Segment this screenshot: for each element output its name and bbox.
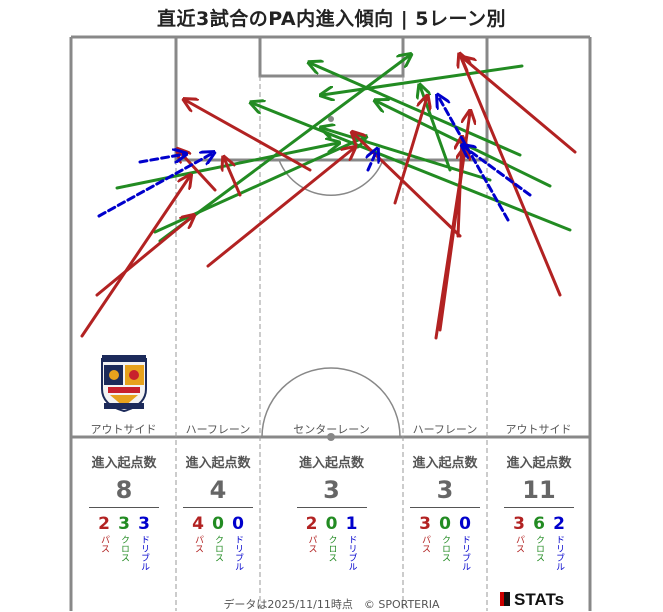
lane-stats-outside-right: 進入起点数 11 3 パス 6 クロス 2 ドリブル [491, 452, 587, 571]
stat-divider [296, 507, 367, 508]
stat-header: 進入起点数 [412, 456, 478, 471]
pass-label: パス [99, 535, 109, 553]
stat-total: 11 [522, 476, 556, 504]
stats-logo-icon [500, 592, 510, 606]
dribble-count: 0 [232, 514, 244, 534]
center-circle [261, 367, 401, 438]
cross-count: 0 [212, 514, 224, 534]
pass-count: 3 [513, 514, 525, 534]
stat-header: 進入起点数 [298, 456, 364, 471]
center-spot [327, 433, 335, 441]
stat-total: 3 [436, 476, 454, 504]
stat-divider [183, 507, 253, 508]
pass-arrow [393, 97, 427, 205]
footer-credit: データは2025/11/11時点 © SPORTERIA [223, 598, 440, 611]
arrow-layer [80, 55, 577, 340]
stat-header: 進入起点数 [506, 456, 572, 471]
pass-count: 2 [305, 514, 318, 534]
penalty-spot [328, 116, 334, 122]
lane-label-center: センターレーン [293, 423, 370, 436]
pass-label: パス [420, 535, 430, 553]
pass-count: 3 [419, 514, 431, 534]
cross-count: 6 [533, 514, 545, 534]
cross-label: クロス [326, 535, 337, 562]
dribble-arrow [97, 153, 213, 218]
pass-count: 2 [98, 514, 110, 534]
cross-label: クロス [213, 535, 223, 562]
stat-divider [89, 507, 159, 508]
stat-divider [504, 507, 574, 508]
penalty-arc [278, 159, 384, 196]
brand-logo: STATs [500, 590, 564, 610]
stat-header: 進入起点数 [91, 456, 157, 471]
pass-arrow [206, 148, 354, 268]
dribble-count: 1 [345, 514, 358, 534]
dribble-label: ドリブル [460, 535, 470, 571]
lane-label-outside-right: アウトサイド [505, 423, 572, 436]
cross-arrow [310, 63, 522, 157]
lane-stats-outside-left: 進入起点数 8 2 パス 3 クロス 3 ドリブル [76, 452, 172, 571]
pass-arrow [353, 133, 462, 238]
pass-arrow [224, 158, 242, 197]
dribble-arrow [438, 96, 510, 222]
cross-count: 0 [325, 514, 338, 534]
dribble-count: 3 [138, 514, 150, 534]
cross-label: クロス [119, 535, 129, 562]
stat-total: 4 [209, 476, 227, 504]
dribble-label: ドリブル [554, 535, 564, 571]
dribble-count: 2 [553, 514, 565, 534]
pass-label: パス [514, 535, 524, 553]
dribble-label: ドリブル [233, 535, 243, 571]
pass-arrow [80, 176, 190, 338]
cross-count: 3 [118, 514, 130, 534]
brand-text: STATs [514, 590, 565, 609]
chart-title: 直近3試合のPA内進入傾向 | 5レーン別 [156, 8, 507, 30]
cross-label: クロス [440, 535, 450, 562]
cross-label: クロス [534, 535, 544, 562]
cross-arrow [252, 103, 572, 232]
pass-label: パス [193, 535, 203, 553]
goal-area [258, 35, 405, 78]
dribble-count: 0 [459, 514, 471, 534]
dribble-label: ドリブル [139, 535, 149, 571]
stat-total: 8 [115, 476, 133, 504]
pass-arrow [185, 100, 312, 172]
cross-arrow [322, 64, 524, 95]
pass-arrow [463, 58, 577, 154]
lane-stats-halflane-left: 進入起点数 4 4 パス 0 クロス 0 ドリブル [176, 452, 260, 571]
lane-label-halflane-left: ハーフレーン [185, 423, 251, 436]
dribble-arrow [368, 150, 377, 172]
lane-label-outside-left: アウトサイド [90, 423, 157, 436]
dribble-label: ドリブル [346, 535, 357, 571]
pass-arrow [458, 138, 462, 238]
pass-arrow [95, 216, 193, 297]
stat-header: 進入起点数 [185, 456, 251, 471]
stat-divider [410, 507, 480, 508]
dribble-arrow [463, 146, 532, 197]
team-crest [101, 355, 147, 413]
pass-count: 4 [192, 514, 204, 534]
lane-stats-center: 進入起点数 3 2 パス 0 クロス 1 ドリブル [260, 452, 403, 571]
lane-stats-halflane-right: 進入起点数 3 3 パス 0 クロス 0 ドリブル [403, 452, 487, 571]
dribble-arrow [138, 154, 185, 164]
cross-arrow [158, 55, 410, 243]
pass-arrow [460, 55, 562, 297]
stat-total: 3 [323, 476, 340, 504]
cross-arrow [420, 86, 452, 172]
cross-count: 0 [439, 514, 451, 534]
lane-label-halflane-right: ハーフレーン [412, 423, 478, 436]
pass-label: パス [306, 535, 317, 553]
